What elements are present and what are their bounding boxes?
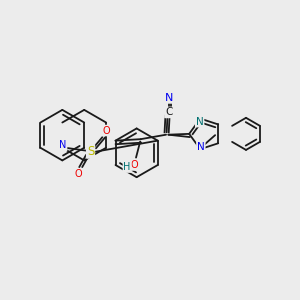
Text: H: H: [123, 162, 131, 172]
Text: O: O: [130, 160, 138, 170]
Text: S: S: [87, 145, 94, 158]
Text: N: N: [59, 140, 67, 150]
Text: N: N: [197, 142, 205, 152]
Text: O: O: [74, 169, 82, 179]
Text: O: O: [102, 125, 110, 136]
Text: N: N: [196, 117, 203, 127]
Text: N: N: [164, 93, 173, 103]
Text: C: C: [165, 107, 172, 117]
